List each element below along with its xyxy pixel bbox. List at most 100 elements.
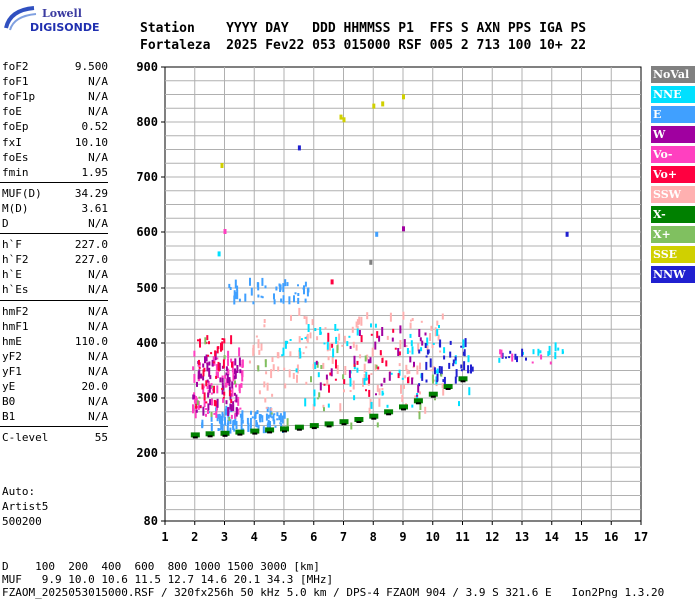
echo-mark [216, 398, 219, 408]
echo-mark [463, 361, 466, 371]
echo-mark [367, 359, 370, 364]
param-label: yE [2, 380, 16, 393]
echo-mark [411, 377, 414, 385]
echo-mark [429, 358, 432, 368]
echo-mark [229, 419, 232, 425]
echo-mark [336, 345, 339, 354]
echo-mark [381, 327, 384, 336]
echo-mark [432, 366, 435, 372]
param-value: N/A [88, 217, 108, 230]
echo-mark [202, 363, 205, 368]
trace-point [309, 423, 319, 429]
echo-mark [464, 338, 467, 348]
y-tick-label: 400 [136, 336, 158, 350]
echo-mark [323, 407, 325, 412]
echo-mark [331, 356, 334, 364]
echo-mark [356, 367, 359, 373]
echo-mark [500, 349, 503, 358]
echo-mark [202, 385, 205, 389]
echo-mark [204, 356, 206, 364]
echo-mark [250, 287, 253, 296]
echo-mark [336, 365, 339, 374]
echo-mark [252, 344, 255, 354]
echo-mark [199, 338, 201, 348]
echo-mark [471, 366, 474, 372]
param-row: B0 N/A [2, 395, 108, 409]
echo-mark [323, 342, 326, 345]
echo-point [342, 117, 346, 123]
echo-mark [498, 357, 501, 363]
echo-mark [554, 342, 557, 352]
echo-mark [249, 424, 252, 432]
echo-mark [505, 356, 507, 359]
auto-label: Auto: [2, 485, 36, 498]
echo-mark [424, 343, 427, 348]
echo-mark [284, 340, 287, 349]
echo-mark [221, 421, 224, 427]
echo-mark [455, 369, 458, 378]
echo-mark [235, 407, 238, 415]
echo-mark [238, 298, 241, 302]
echo-mark [236, 285, 239, 291]
echo-mark [192, 394, 195, 400]
echo-mark [320, 365, 323, 369]
echo-mark [213, 412, 216, 415]
echo-mark [289, 351, 292, 357]
param-label: fmin [2, 165, 29, 179]
param-label: hmF1 [2, 319, 29, 333]
echo-point [369, 259, 373, 265]
echo-mark [335, 359, 337, 369]
echo-mark [222, 359, 225, 369]
param-separator [0, 426, 108, 428]
echo-mark [353, 355, 356, 365]
echo-mark [263, 324, 266, 328]
echo-mark [425, 379, 428, 383]
echo-mark [286, 340, 289, 344]
param-value: 34.29 [74, 186, 108, 200]
echo-mark [221, 423, 224, 431]
param-value: 227.0 [74, 238, 108, 252]
echo-mark [229, 427, 232, 434]
echo-mark [331, 343, 334, 348]
echo-mark [280, 423, 283, 430]
echo-mark [381, 390, 384, 396]
echo-mark [252, 301, 255, 305]
echo-mark [206, 386, 209, 390]
y-tick-label: 800 [136, 115, 158, 129]
echo-mark [205, 413, 207, 417]
echo-mark [418, 349, 421, 354]
param-row: hmF1 N/A [2, 320, 108, 334]
echo-mark [261, 296, 264, 299]
echo-mark [233, 392, 236, 396]
echo-mark [278, 415, 281, 421]
echo-mark [420, 320, 423, 323]
param-value: 9.500 [74, 60, 108, 73]
echo-mark [207, 403, 210, 411]
echo-mark [198, 366, 201, 369]
echo-mark [386, 335, 389, 340]
echo-mark [206, 379, 209, 383]
trace-point [413, 398, 423, 404]
echo-mark [228, 377, 231, 387]
echo-mark [462, 339, 465, 349]
echo-mark [424, 406, 427, 414]
echo-mark [438, 366, 441, 373]
echo-mark [406, 369, 409, 375]
echo-mark [249, 417, 252, 427]
echo-mark [225, 400, 228, 405]
echo-mark [397, 348, 400, 356]
param-row: foEs N/A [2, 151, 108, 165]
autoscaling-info: Auto: Artist5 500200 [2, 484, 48, 529]
echo-mark [286, 418, 289, 428]
echo-mark [224, 382, 227, 388]
param-value: 20.0 [81, 380, 109, 393]
param-label: D [2, 217, 9, 230]
echo-mark [264, 285, 267, 289]
echo-mark [241, 360, 244, 368]
echo-mark [363, 374, 366, 378]
echo-mark [421, 372, 424, 381]
x-tick-label: 1 [161, 530, 168, 544]
trace-point [458, 376, 468, 382]
echo-mark [310, 376, 312, 383]
echo-mark [306, 333, 309, 343]
